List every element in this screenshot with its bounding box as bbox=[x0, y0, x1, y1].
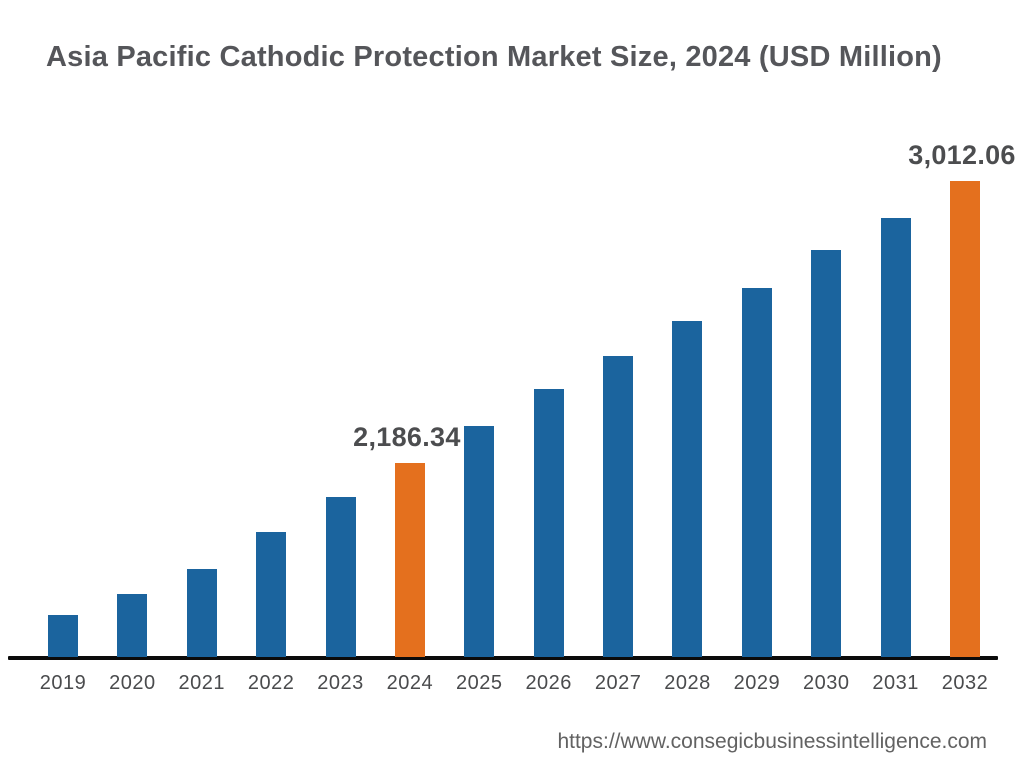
bar-2021 bbox=[186, 569, 217, 657]
bar-2022 bbox=[256, 532, 287, 657]
bar-2030 bbox=[811, 250, 842, 657]
x-axis-label-2021: 2021 bbox=[178, 672, 226, 694]
bar-2032 bbox=[950, 181, 980, 657]
data-label-2032: 3,012.06 bbox=[908, 140, 1016, 170]
x-axis-label-2027: 2027 bbox=[594, 672, 642, 694]
bar-2026 bbox=[533, 389, 564, 657]
bar-2027 bbox=[603, 356, 634, 657]
bar-2025 bbox=[464, 426, 495, 657]
bar-2019 bbox=[48, 615, 78, 657]
source-url: https://www.consegicbusinessintelligence… bbox=[557, 730, 987, 753]
bar-2020 bbox=[117, 594, 148, 657]
bar-2028 bbox=[672, 321, 703, 657]
bar-2029 bbox=[741, 288, 772, 657]
x-axis-label-2030: 2030 bbox=[802, 672, 850, 694]
data-label-2024: 2,186.34 bbox=[353, 422, 461, 452]
x-axis-label-2022: 2022 bbox=[247, 672, 295, 694]
x-axis-label-2026: 2026 bbox=[525, 672, 572, 694]
x-axis-line bbox=[8, 656, 998, 660]
bar-2023 bbox=[325, 497, 356, 657]
x-axis-label-2023: 2023 bbox=[317, 672, 364, 694]
x-axis-label-2025: 2025 bbox=[456, 672, 503, 694]
x-axis-label-2029: 2029 bbox=[733, 672, 781, 694]
bar-2024 bbox=[394, 463, 425, 657]
x-axis-label-2032: 2032 bbox=[941, 672, 989, 694]
x-axis-label-2020: 2020 bbox=[109, 672, 156, 694]
bar-2031 bbox=[880, 218, 911, 657]
x-axis-label-2019: 2019 bbox=[39, 672, 87, 694]
x-axis-label-2028: 2028 bbox=[664, 672, 711, 694]
chart-title: Asia Pacific Cathodic Protection Market … bbox=[46, 41, 942, 73]
x-axis-label-2024: 2024 bbox=[386, 672, 434, 694]
x-axis-label-2031: 2031 bbox=[872, 672, 919, 694]
